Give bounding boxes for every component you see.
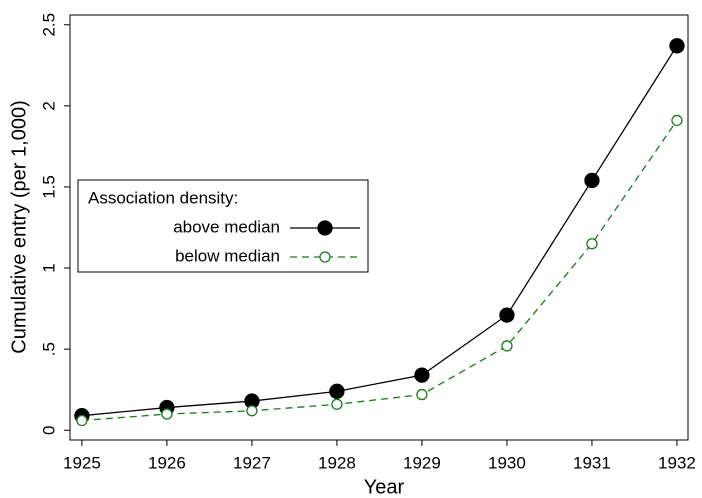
x-tick-label: 1930 [488,453,526,472]
x-tick-label: 1926 [148,453,186,472]
series-line [81,120,678,422]
marker [329,383,345,399]
marker [246,405,258,417]
marker [414,367,430,383]
plot-frame [69,14,689,441]
y-tick-label: 2 [39,101,58,110]
x-tick-label: 1931 [573,453,611,472]
marker [584,172,600,189]
x-tick-label: 1925 [63,453,101,472]
y-tick-label: 1 [39,263,58,272]
x-axis-label: Year [364,476,405,498]
y-tick-label: 2.5 [39,13,58,37]
series-line [81,45,678,417]
y-tick-label: 0 [39,426,58,435]
y-axis-label: Cumulative entry (per 1,000) [8,100,30,353]
legend-title: Association density: [88,188,238,207]
y-tick-label: 1.5 [39,175,58,199]
marker [671,114,683,127]
x-tick-label: 1927 [233,453,271,472]
legend-label: below median [175,246,280,265]
legend-marker [319,251,331,263]
marker [586,238,598,250]
x-tick-label: 1928 [318,453,356,472]
y-tick-label: .5 [39,342,58,356]
x-tick-label: 1929 [403,453,441,472]
legend-label: above median [173,217,280,236]
marker [76,414,88,427]
marker [416,388,428,401]
marker [501,340,513,352]
x-tick-label: 1932 [658,453,696,472]
marker [331,398,343,410]
marker [499,307,515,323]
marker [161,408,173,420]
marker [669,38,685,54]
legend-marker [317,220,333,236]
